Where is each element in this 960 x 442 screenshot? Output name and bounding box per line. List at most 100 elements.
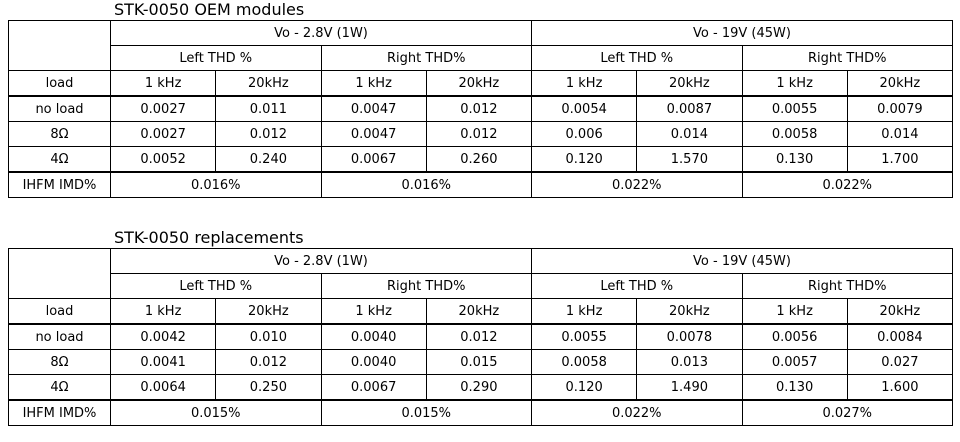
value-cell: 0.120 <box>530 374 638 401</box>
freq-header: 1 kHz <box>530 70 638 97</box>
imd-cell: 0.022% <box>741 171 953 198</box>
group-row: Vo - 2.8V (1W) Vo - 19V (45W) <box>8 20 953 71</box>
value-cell: 0.0027 <box>109 95 217 122</box>
value-cell: 0.0067 <box>320 146 427 173</box>
data-row: 4Ω 0.0064 0.250 0.0067 0.290 0.120 1.490 0.130 1… <box>8 374 954 401</box>
group-header: Vo - 19V (45W) <box>531 20 953 46</box>
imd-cell: 0.015% <box>110 399 322 426</box>
subgroup-header: Right THD% <box>741 45 953 71</box>
table-title: STK-0050 replacements <box>114 228 304 247</box>
group-header: Vo - 19V (45W) <box>531 248 953 274</box>
value-cell: 0.290 <box>425 374 533 401</box>
value-cell: 0.0041 <box>109 349 217 375</box>
value-cell: 0.0058 <box>741 121 848 147</box>
value-cell: 0.0047 <box>320 95 427 122</box>
freq-header: 1 kHz <box>741 70 848 97</box>
value-cell: 1.700 <box>846 146 954 173</box>
group-row: Vo - 2.8V (1W) Vo - 19V (45W) <box>8 248 953 299</box>
value-cell: 0.0084 <box>846 323 954 350</box>
value-cell: 0.0040 <box>320 323 427 350</box>
freq-header: 1 kHz <box>109 70 217 97</box>
value-cell: 0.0079 <box>846 95 954 122</box>
row-label: 4Ω <box>8 374 111 401</box>
group-header: Vo - 2.8V (1W) <box>110 248 532 274</box>
freq-header: 20kHz <box>636 70 743 97</box>
imd-row: IHFM IMD% 0.016% 0.016% 0.022% 0.022% <box>8 171 953 198</box>
value-cell: 0.006 <box>530 121 638 147</box>
value-cell: 0.250 <box>215 374 322 401</box>
freq-header: 1 kHz <box>530 298 638 325</box>
value-cell: 0.0078 <box>636 323 743 350</box>
subgroup-header: Left THD % <box>531 273 743 299</box>
imd-cell: 0.015% <box>320 399 532 426</box>
row-label: 8Ω <box>8 121 111 147</box>
value-cell: 0.0042 <box>109 323 217 350</box>
freq-header: 20kHz <box>215 298 322 325</box>
freq-header: 1 kHz <box>320 298 427 325</box>
corner-cell <box>8 248 111 299</box>
subgroup-header: Left THD % <box>110 45 322 71</box>
row-label: IHFM IMD% <box>8 399 111 426</box>
value-cell: 0.0067 <box>320 374 427 401</box>
load-header: load <box>8 70 111 97</box>
value-cell: 0.130 <box>741 374 848 401</box>
table-block: STK-0050 replacements Vo - 2.8V (1W) Vo - … <box>8 228 954 426</box>
freq-row: load 1 kHz 20kHz 1 kHz 20kHz 1 kHz 20kHz 1 kHz 2… <box>8 70 954 97</box>
freq-header: 1 kHz <box>741 298 848 325</box>
data-table: Vo - 2.8V (1W) Vo - 19V (45W) Left THD % Ri… <box>8 20 954 198</box>
row-label: 4Ω <box>8 146 111 173</box>
freq-header: 20kHz <box>846 298 954 325</box>
freq-header: 20kHz <box>425 298 533 325</box>
value-cell: 0.014 <box>846 121 954 147</box>
value-cell: 0.0058 <box>530 349 638 375</box>
imd-cell: 0.022% <box>531 399 743 426</box>
value-cell: 0.014 <box>636 121 743 147</box>
row-label: no load <box>8 95 111 122</box>
value-cell: 0.130 <box>741 146 848 173</box>
imd-cell: 0.016% <box>110 171 322 198</box>
group-header: Vo - 2.8V (1W) <box>110 20 532 46</box>
freq-header: 1 kHz <box>109 298 217 325</box>
table-block: STK-0050 OEM modules Vo - 2.8V (1W) Vo - 1… <box>8 0 954 198</box>
value-cell: 0.015 <box>425 349 533 375</box>
subgroup-row: Left THD % Right THD% Left THD % Right THD% <box>9 273 953 299</box>
data-row: no load 0.0042 0.010 0.0040 0.012 0.0055 0.007… <box>8 323 954 350</box>
value-cell: 0.0055 <box>530 323 638 350</box>
subgroup-header: Left THD % <box>110 273 322 299</box>
freq-header: 20kHz <box>215 70 322 97</box>
value-cell: 0.013 <box>636 349 743 375</box>
value-cell: 0.012 <box>215 349 322 375</box>
data-row: 4Ω 0.0052 0.240 0.0067 0.260 0.120 1.570 0.130 1… <box>8 146 954 173</box>
value-cell: 0.0047 <box>320 121 427 147</box>
subgroup-header: Right THD% <box>741 273 953 299</box>
value-cell: 0.0040 <box>320 349 427 375</box>
value-cell: 0.0027 <box>109 121 217 147</box>
value-cell: 0.0087 <box>636 95 743 122</box>
value-cell: 0.027 <box>846 349 954 375</box>
value-cell: 0.011 <box>215 95 322 122</box>
value-cell: 0.0052 <box>109 146 217 173</box>
value-cell: 0.012 <box>425 323 533 350</box>
value-cell: 0.010 <box>215 323 322 350</box>
data-row: 8Ω 0.0027 0.012 0.0047 0.012 0.006 0.014 0.0058… <box>8 121 954 147</box>
data-table: Vo - 2.8V (1W) Vo - 19V (45W) Left THD % Ri… <box>8 248 954 426</box>
value-cell: 0.240 <box>215 146 322 173</box>
imd-row: IHFM IMD% 0.015% 0.015% 0.022% 0.027% <box>8 399 953 426</box>
value-cell: 0.012 <box>425 95 533 122</box>
value-cell: 1.490 <box>636 374 743 401</box>
subgroup-row: Left THD % Right THD% Left THD % Right THD% <box>9 45 953 71</box>
value-cell: 1.570 <box>636 146 743 173</box>
freq-header: 20kHz <box>846 70 954 97</box>
subgroup-header: Left THD % <box>531 45 743 71</box>
value-cell: 0.0055 <box>741 95 848 122</box>
value-cell: 0.260 <box>425 146 533 173</box>
data-row: 8Ω 0.0041 0.012 0.0040 0.015 0.0058 0.013 0.005… <box>8 349 954 375</box>
table-title: STK-0050 OEM modules <box>114 0 305 19</box>
freq-row: load 1 kHz 20kHz 1 kHz 20kHz 1 kHz 20kHz 1 kHz 2… <box>8 298 954 325</box>
row-label: 8Ω <box>8 349 111 375</box>
row-label: no load <box>8 323 111 350</box>
freq-header: 20kHz <box>425 70 533 97</box>
value-cell: 0.0057 <box>741 349 848 375</box>
subgroup-header: Right THD% <box>320 45 532 71</box>
imd-cell: 0.016% <box>320 171 532 198</box>
